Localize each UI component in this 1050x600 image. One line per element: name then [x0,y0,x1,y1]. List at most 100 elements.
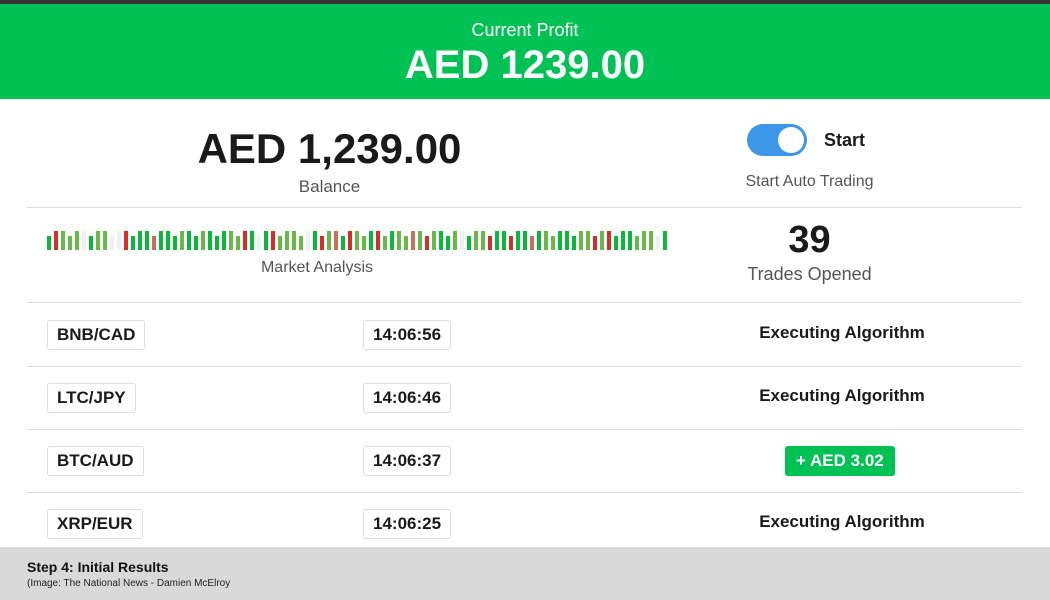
market-bar [145,231,149,250]
market-bar [460,231,464,250]
market-bar [173,236,177,250]
market-bar [481,231,485,250]
balance-label: Balance [298,177,361,196]
market-bar [390,231,394,250]
market-bar [222,231,226,250]
market-bar [502,231,506,250]
market-bar [110,236,114,250]
trade-row: BTC/AUD 14:06:37 + AED 3.02 [27,429,1022,492]
divider [27,429,1022,430]
market-bar [593,236,597,250]
market-bar [117,231,121,250]
trade-status: Executing Algorithm [759,386,925,405]
market-bar [68,236,72,250]
market-bar [47,236,51,250]
market-bar [201,231,205,250]
market-bar [180,231,184,250]
market-bar [362,236,366,250]
market-bar [250,231,254,250]
market-analysis-label: Market Analysis [260,259,374,276]
market-bar [474,231,478,250]
market-bar [103,231,107,250]
trades-count: 39 [788,219,831,261]
market-bar [663,231,667,250]
market-bar [313,231,317,250]
trade-time: 14:06:56 [363,320,452,350]
market-bar [621,231,625,250]
market-bar [411,231,415,250]
market-bar [215,236,219,250]
current-profit-label: Current Profit [471,20,579,40]
market-bar [656,236,660,250]
trades-label: Trades Opened [747,264,872,284]
market-bar [138,231,142,250]
market-bar [446,236,450,250]
trade-time: 14:06:25 [363,509,452,539]
market-bar [635,236,639,250]
market-bar [82,231,86,250]
market-bar [495,231,499,250]
market-bar [600,231,604,250]
market-bar [208,231,212,250]
trade-row: XRP/EUR 14:06:25 Executing Algorithm [27,492,1022,555]
divider [27,207,1022,208]
caption-source: (Image: The National News - Damien McElr… [27,578,231,589]
market-bar [467,236,471,250]
market-bar [341,236,345,250]
trade-time: 14:06:37 [363,446,452,476]
market-bar [383,236,387,250]
trade-profit-badge: + AED 3.02 [785,446,895,476]
market-bar [264,231,268,250]
market-bar [159,231,163,250]
market-bar [369,231,373,250]
market-bar [124,231,128,250]
market-bar [257,236,261,250]
market-bar [523,231,527,250]
market-bar [306,231,310,250]
divider [27,366,1022,367]
auto-trading-toggle[interactable] [747,124,807,156]
market-bar [236,236,240,250]
toggle-knob [778,127,804,153]
market-bar [292,231,296,250]
market-bar [355,231,359,250]
market-bar [607,231,611,250]
market-bar [96,231,100,250]
market-bar [586,231,590,250]
market-bar [271,231,275,250]
market-bar [537,231,541,250]
market-bar [327,231,331,250]
market-bar [453,231,457,250]
market-bar [194,236,198,250]
divider [27,492,1022,493]
market-bar [642,231,646,250]
trade-pair: BNB/CAD [47,320,146,350]
market-bar [572,236,576,250]
market-bar [320,236,324,250]
trade-pair: XRP/EUR [47,509,143,539]
market-analysis-bars [47,230,667,250]
balance-amount: AED 1,239.00 [197,125,462,172]
market-bar [187,231,191,250]
market-bar [544,231,548,250]
market-bar [75,231,79,250]
market-bar [551,236,555,250]
market-bar [397,231,401,250]
market-bar [418,231,422,250]
market-bar [404,236,408,250]
top-strip [0,0,1050,4]
trades-opened-panel: 39 Trades Opened [717,219,902,285]
market-bar [649,231,653,250]
market-bar [488,236,492,250]
divider [27,302,1022,303]
market-bar [131,236,135,250]
market-bar [278,236,282,250]
trade-time: 14:06:46 [363,383,452,413]
market-bar [334,231,338,250]
market-bar [558,231,562,250]
market-bar [54,231,58,250]
caption-title: Step 4: Initial Results [27,559,169,575]
market-bar [614,236,618,250]
market-bar [299,236,303,250]
trade-row: BNB/CAD 14:06:56 Executing Algorithm [27,303,1022,366]
